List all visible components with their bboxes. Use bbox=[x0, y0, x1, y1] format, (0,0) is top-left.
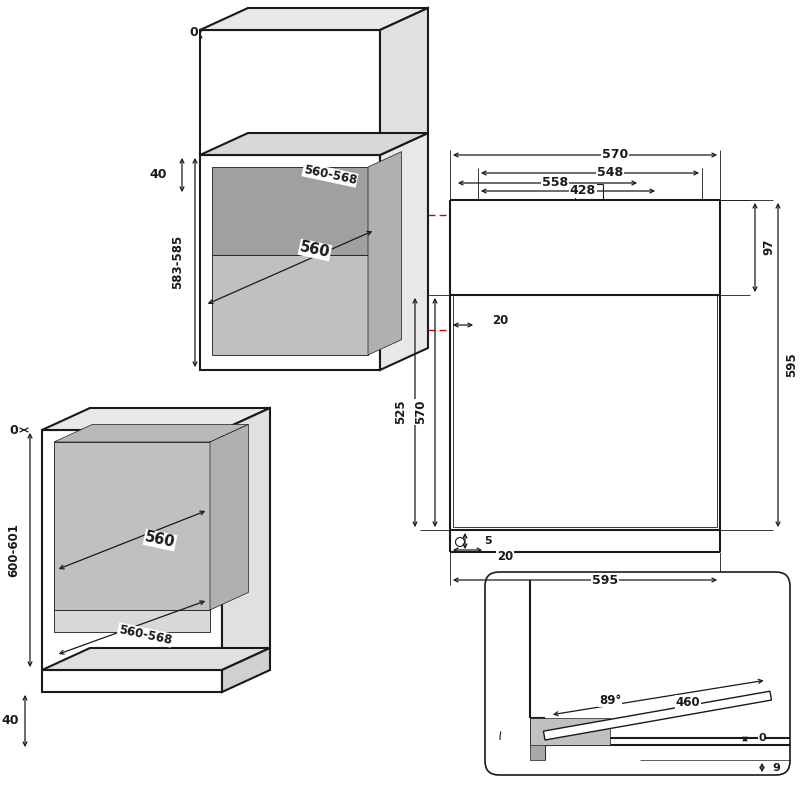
Text: 570: 570 bbox=[414, 400, 427, 424]
Polygon shape bbox=[222, 408, 270, 670]
Text: 20: 20 bbox=[492, 314, 508, 326]
Polygon shape bbox=[200, 30, 380, 155]
Polygon shape bbox=[212, 255, 368, 355]
Polygon shape bbox=[530, 718, 610, 745]
Text: 548: 548 bbox=[597, 166, 623, 179]
Text: 600-601: 600-601 bbox=[7, 523, 21, 577]
Text: 40: 40 bbox=[150, 169, 166, 182]
Text: 560: 560 bbox=[143, 530, 177, 550]
FancyBboxPatch shape bbox=[485, 572, 790, 775]
Polygon shape bbox=[200, 155, 380, 370]
Polygon shape bbox=[368, 152, 402, 355]
Polygon shape bbox=[380, 133, 428, 370]
Polygon shape bbox=[200, 133, 428, 155]
Text: 560-568: 560-568 bbox=[117, 623, 173, 647]
Text: 0: 0 bbox=[758, 733, 766, 743]
Polygon shape bbox=[42, 670, 222, 692]
Text: 0: 0 bbox=[10, 423, 18, 437]
Text: 0: 0 bbox=[190, 26, 198, 39]
Text: 5: 5 bbox=[484, 536, 492, 546]
Polygon shape bbox=[54, 424, 248, 442]
Text: 89°: 89° bbox=[599, 694, 621, 706]
Text: 583-585: 583-585 bbox=[171, 235, 185, 289]
Text: 97: 97 bbox=[762, 239, 775, 255]
Text: 595: 595 bbox=[592, 574, 618, 586]
Polygon shape bbox=[42, 430, 222, 670]
Polygon shape bbox=[54, 610, 210, 632]
Polygon shape bbox=[54, 442, 210, 610]
Text: 40: 40 bbox=[2, 714, 18, 726]
Polygon shape bbox=[212, 167, 368, 255]
Text: 525: 525 bbox=[394, 400, 407, 424]
Text: 595: 595 bbox=[786, 353, 798, 378]
Text: 558: 558 bbox=[542, 177, 568, 190]
Text: 20: 20 bbox=[497, 550, 513, 563]
Text: 560-568: 560-568 bbox=[302, 163, 358, 187]
Polygon shape bbox=[380, 8, 428, 155]
Polygon shape bbox=[200, 8, 428, 30]
Polygon shape bbox=[210, 424, 248, 610]
Polygon shape bbox=[222, 648, 270, 692]
Polygon shape bbox=[42, 648, 270, 670]
Text: 9: 9 bbox=[772, 763, 780, 773]
Text: 560: 560 bbox=[298, 239, 331, 261]
Polygon shape bbox=[543, 691, 771, 740]
Polygon shape bbox=[42, 408, 270, 430]
Text: 428: 428 bbox=[570, 185, 596, 198]
Text: 570: 570 bbox=[602, 149, 628, 162]
Text: 460: 460 bbox=[676, 695, 700, 709]
Polygon shape bbox=[530, 718, 545, 760]
